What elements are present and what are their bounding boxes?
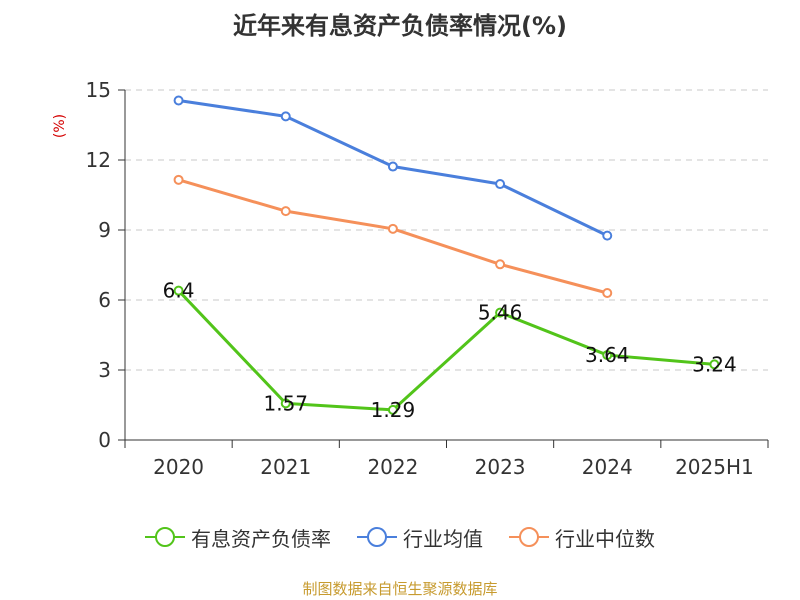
data-point <box>387 223 398 234</box>
y-tick-label: 12 <box>86 148 111 172</box>
legend-label: 行业中位数 <box>555 526 655 551</box>
data-point <box>173 95 184 106</box>
y-tick-label: 0 <box>98 428 111 452</box>
data-point <box>602 288 613 298</box>
data-point <box>602 230 613 241</box>
x-tick-label: 2025H1 <box>675 455 754 479</box>
chart-title: 近年来有息资产负债率情况(%) <box>233 12 567 40</box>
y-tick-label: 15 <box>86 78 111 102</box>
y-tick-label: 3 <box>98 358 111 382</box>
legend-marker-icon <box>145 526 185 548</box>
source-note: 制图数据来自恒生聚源数据库 <box>302 580 498 598</box>
data-point <box>495 179 506 190</box>
y-tick-label: 6 <box>98 288 111 312</box>
series-line-2 <box>178 178 608 295</box>
data-label: 1.29 <box>371 398 416 422</box>
legend-item-series-2[interactable]: 行业中位数 <box>509 523 655 552</box>
legend-item-series-0[interactable]: 有息资产负债率 <box>145 523 331 552</box>
x-tick-label: 2022 <box>367 455 418 479</box>
legend-item-series-1[interactable]: 行业均值 <box>357 523 483 552</box>
x-tick-label: 2020 <box>153 455 204 479</box>
legend-label: 有息资产负债率 <box>191 526 331 551</box>
y-tick-label: 9 <box>98 218 111 242</box>
data-point <box>495 259 506 270</box>
x-tick-label: 2021 <box>260 455 311 479</box>
data-point <box>280 398 291 409</box>
x-tick-label: 2023 <box>475 455 526 479</box>
data-point <box>280 206 291 217</box>
data-point <box>387 161 398 172</box>
data-label: 6.4 <box>163 279 195 303</box>
data-point <box>387 404 398 415</box>
data-point <box>173 285 184 296</box>
series-line-0 <box>177 289 715 412</box>
data-label: 3.64 <box>585 343 630 367</box>
legend-marker-icon <box>509 526 549 548</box>
data-point <box>495 307 506 318</box>
data-point <box>709 359 720 370</box>
x-tick-label: 2024 <box>582 455 633 479</box>
data-point <box>602 350 613 361</box>
data-point <box>173 174 184 185</box>
legend-marker-icon <box>357 526 397 548</box>
data-label: 3.24 <box>692 352 737 376</box>
data-label: 1.57 <box>263 391 308 415</box>
data-point <box>280 111 291 122</box>
legend-label: 行业均值 <box>403 526 483 551</box>
data-label: 5.46 <box>478 301 523 325</box>
legend: 有息资产负债率 行业均值 行业中位数 <box>0 520 800 554</box>
